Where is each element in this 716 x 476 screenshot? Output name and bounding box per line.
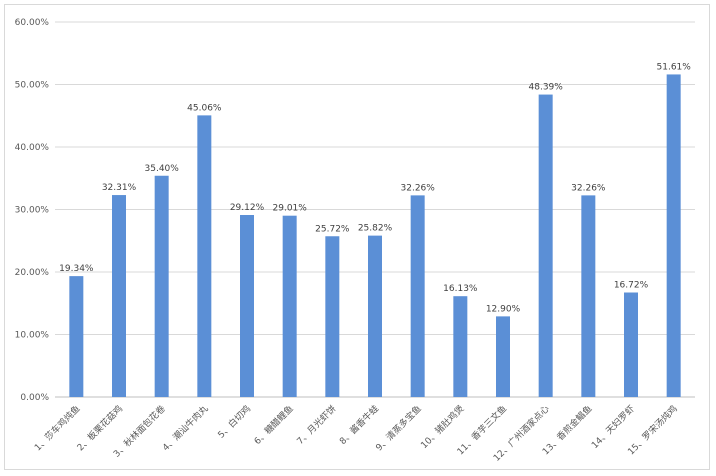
bar — [453, 296, 468, 397]
category-label: 7、月光虾饼 — [294, 403, 338, 447]
bar — [282, 215, 297, 397]
data-label: 45.06% — [187, 103, 222, 113]
category-label: 5、白切鸡 — [215, 403, 253, 441]
category-label: 10、猪肚鸡煲 — [418, 403, 466, 451]
bar — [581, 195, 596, 397]
y-tick-label: 40.00% — [15, 143, 50, 153]
bar — [240, 215, 254, 397]
bar — [112, 195, 126, 397]
data-label: 29.01% — [273, 204, 308, 214]
data-label: 51.61% — [657, 62, 692, 72]
category-label: 9、清蒸多宝鱼 — [373, 403, 424, 454]
data-label: 16.13% — [443, 284, 478, 294]
y-tick-label: 0.00% — [20, 393, 49, 403]
bar — [624, 292, 638, 397]
bar — [368, 235, 382, 397]
bar — [197, 115, 212, 397]
y-tick-label: 60.00% — [15, 18, 50, 28]
bar — [538, 94, 553, 397]
data-label: 35.40% — [145, 164, 180, 174]
bar — [666, 74, 681, 397]
data-label: 48.39% — [529, 83, 564, 93]
data-label: 32.26% — [571, 183, 606, 193]
category-label: 8、酱香牛蛙 — [337, 403, 381, 447]
data-label: 25.82% — [358, 224, 393, 234]
bars — [69, 74, 681, 397]
category-label: 2、板栗花菇鸡 — [74, 403, 125, 454]
y-tick-label: 10.00% — [15, 331, 50, 341]
data-label: 32.26% — [401, 183, 436, 193]
data-label: 19.34% — [59, 264, 94, 274]
y-axis-tick-labels: 0.00% 10.00% 20.00% 30.00% 40.00% 50.00% 60.00… — [15, 18, 50, 403]
bar — [325, 236, 340, 397]
data-label: 29.12% — [230, 203, 265, 213]
bar — [69, 276, 84, 397]
data-labels: 19.34% 32.31% 35.40% 45.06% 29.12% 29.01% 25.7… — [59, 62, 691, 314]
y-tick-label: 30.00% — [15, 206, 50, 216]
y-tick-label: 50.00% — [15, 81, 50, 91]
category-label: 1、莎车鸡炖鱼 — [32, 403, 83, 454]
data-label: 25.72% — [315, 224, 350, 234]
category-label: 14、天妇罗虾 — [589, 403, 637, 451]
data-label: 16.72% — [614, 281, 649, 291]
data-label: 12.90% — [486, 304, 521, 314]
category-label: 4、潮汕牛肉丸 — [160, 403, 211, 454]
y-tick-label: 20.00% — [15, 268, 50, 278]
data-label: 32.31% — [102, 183, 137, 193]
category-label: 6、糖醋鲤鱼 — [251, 403, 295, 447]
bar — [496, 316, 510, 397]
bar — [410, 195, 425, 397]
bar — [154, 175, 169, 397]
